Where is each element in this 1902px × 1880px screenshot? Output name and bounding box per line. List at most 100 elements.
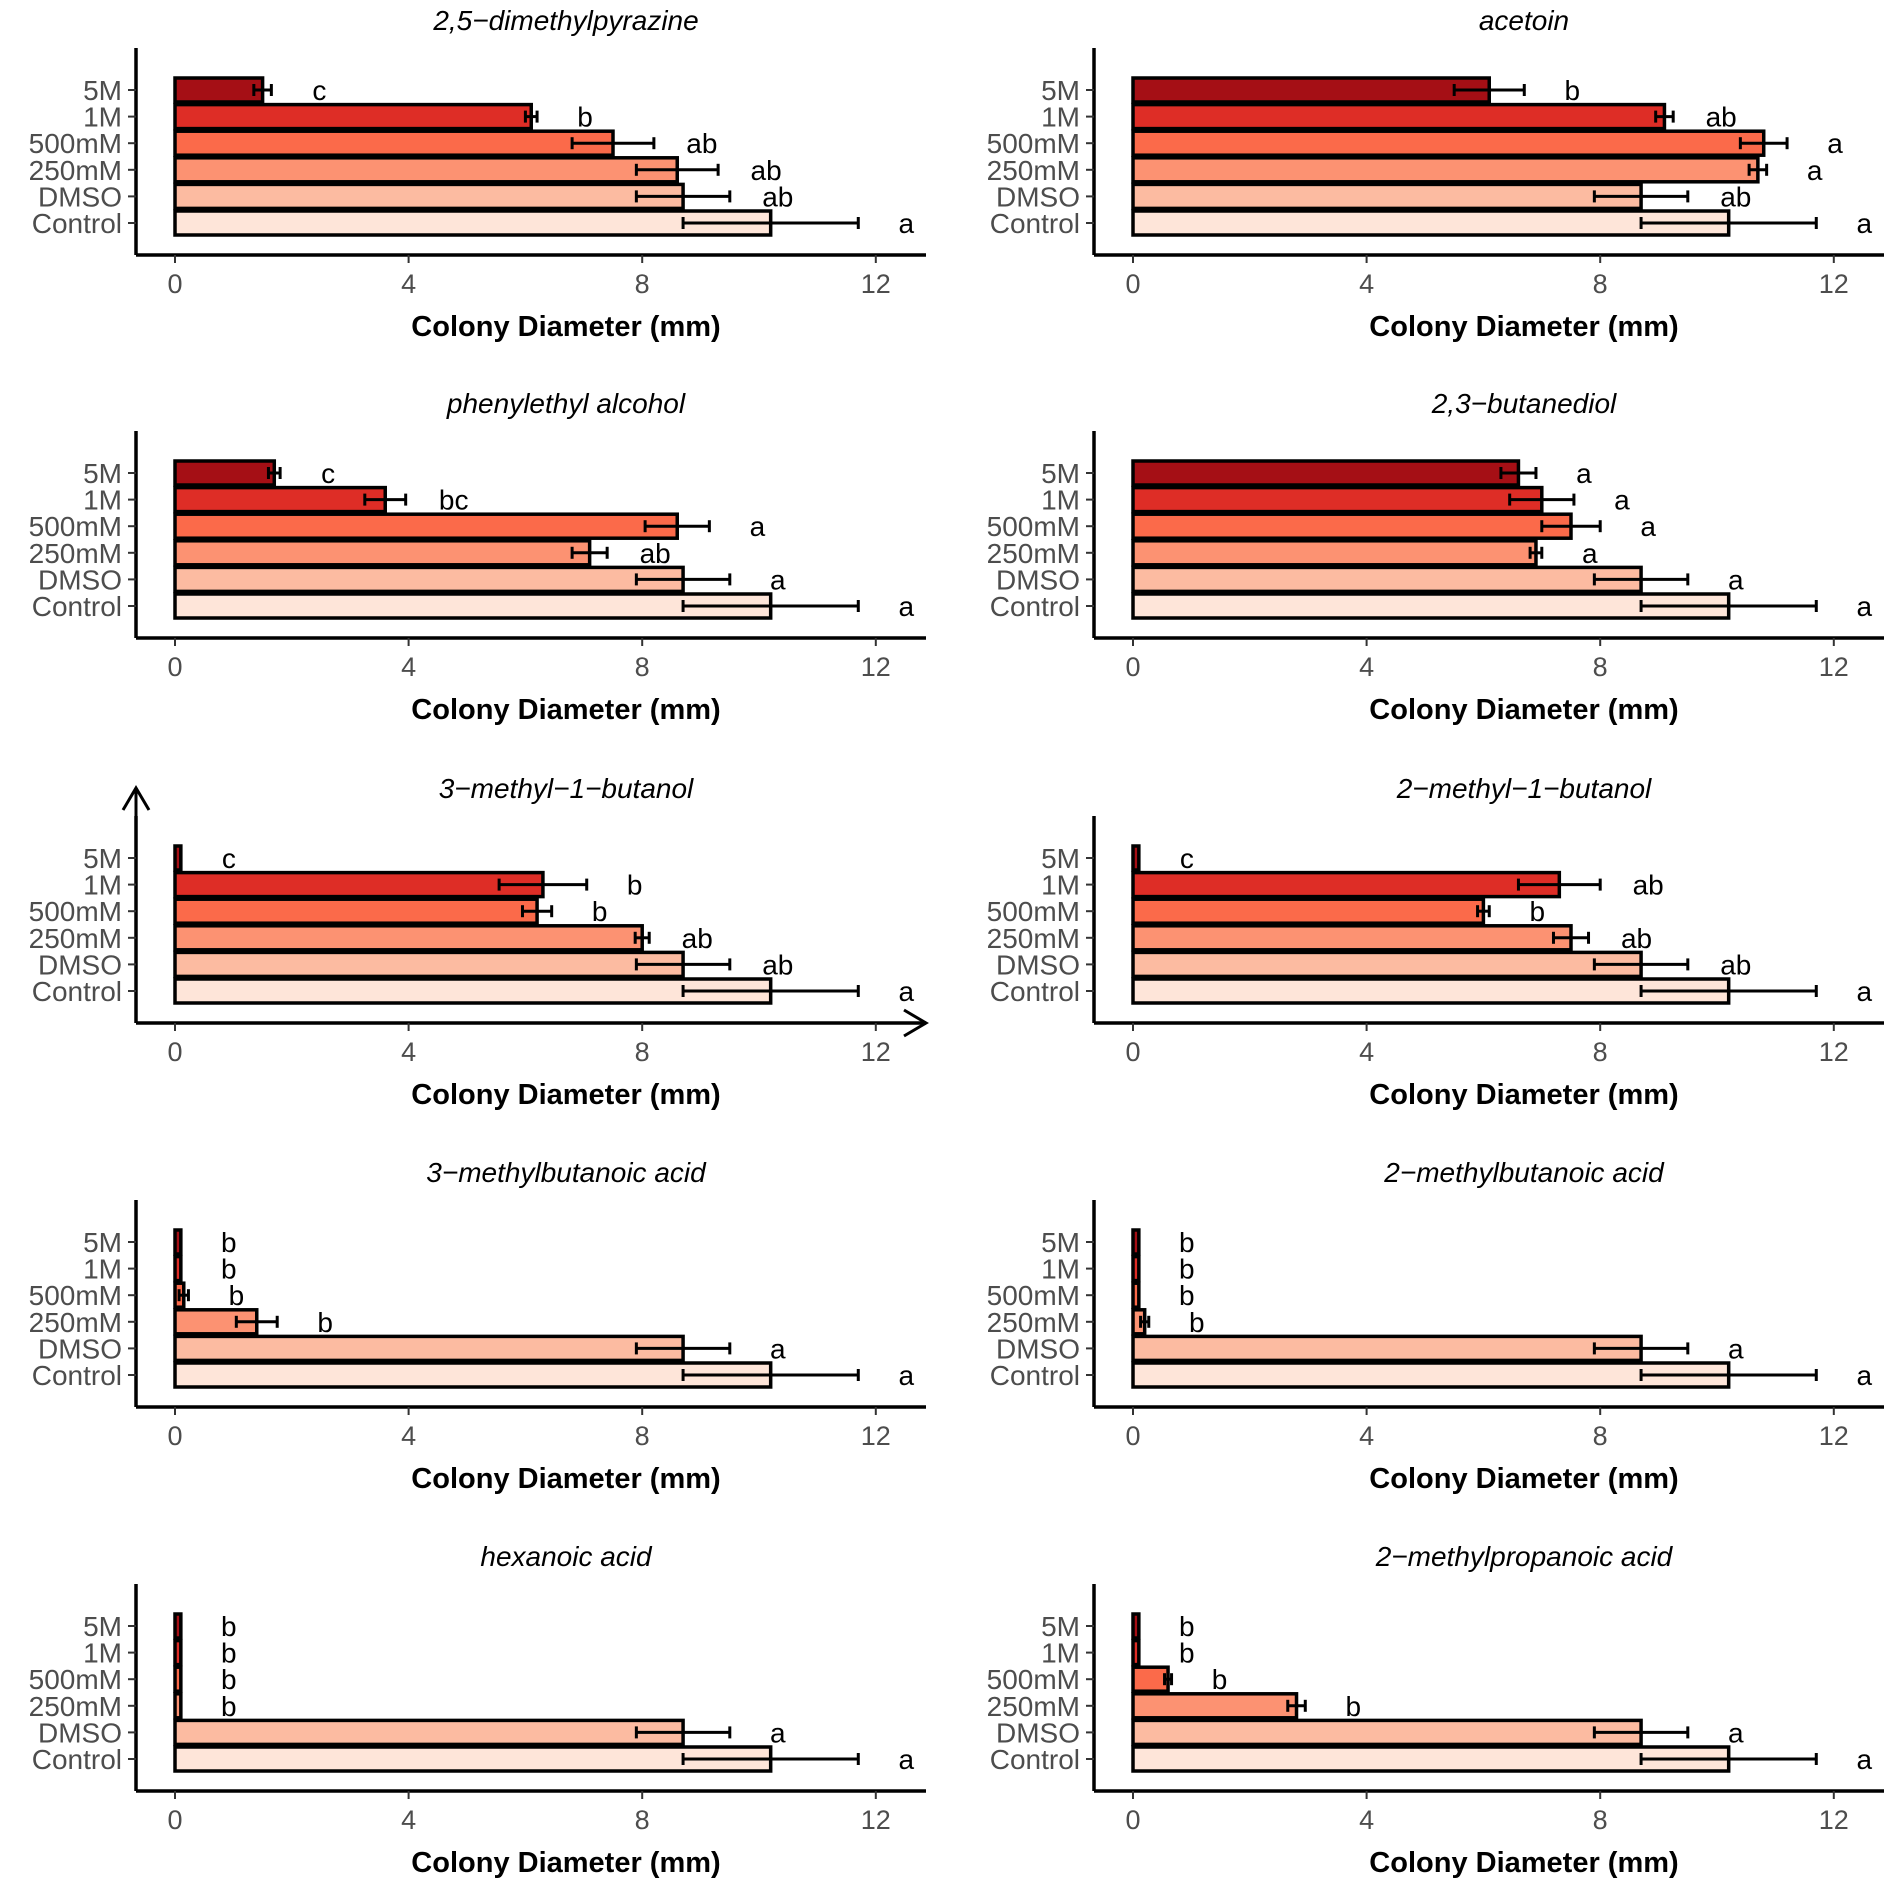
category-label: Control [990,1744,1080,1775]
category-label: 1M [1041,870,1080,901]
bar [1131,1718,1643,1747]
bar [1131,76,1491,104]
chart-title: 2−methyl−1−butanol [1396,773,1652,804]
significance-letter: a [898,976,914,1007]
significance-letter: a [750,511,766,542]
bar [1131,156,1760,184]
x-tick-label: 8 [1593,652,1608,682]
x-tick-label: 0 [167,1805,182,1835]
x-tick-label: 4 [1359,1805,1374,1835]
x-tick-label: 12 [861,1805,891,1835]
bar [173,209,773,237]
bar [173,565,685,594]
bar [173,485,387,514]
bar [173,1718,685,1747]
bar [1131,1692,1299,1720]
category-label: 1M [83,102,122,133]
category-label: 1M [1041,102,1080,133]
x-tick-label: 8 [1593,1421,1608,1451]
bar [1131,1745,1731,1773]
chart-panel: 3−methyl−1−butanol 0 4 8 12 Colony Diameter (… [29,773,929,1111]
significance-letter: bc [439,485,469,516]
x-axis-label: Colony Diameter (mm) [1369,1463,1678,1495]
significance-letter: b [221,1254,237,1285]
category-label: 1M [83,485,122,516]
bar [1131,950,1643,979]
category-label: 5M [1041,458,1080,489]
category-label: 5M [83,458,122,489]
significance-letter: b [1564,75,1580,106]
category-label: Control [990,1360,1080,1391]
chart-panel: 2−methyl−1−butanol 0 4 8 12 Colony Diameter (… [987,773,1884,1111]
bar [173,924,644,952]
category-label: 250mM [987,1691,1080,1722]
bar [173,977,773,1005]
bar [1131,1612,1141,1640]
category-label: 5M [83,75,122,106]
significance-letter: b [1345,1691,1361,1722]
bar [1131,897,1486,925]
significance-letter: b [1179,1280,1195,1311]
category-label: 500mM [29,1664,122,1695]
x-tick-label: 12 [1819,1421,1849,1451]
significance-letter: b [317,1307,333,1338]
significance-letter: ab [640,538,671,569]
chart-panel: acetoin 0 4 8 12 Colony Diameter (mm) 5M b 1M ab 5… [987,5,1884,343]
significance-letter: b [221,1691,237,1722]
x-tick-label: 8 [1593,1805,1608,1835]
bar [1131,182,1643,211]
chart-title: phenylethyl alcohol [446,388,686,419]
bar [173,1334,685,1363]
bar [1131,1638,1141,1667]
significance-letter: a [898,208,914,239]
bar [173,870,545,899]
category-label: 5M [1041,1227,1080,1258]
category-label: Control [32,208,122,239]
significance-letter: a [898,1744,914,1775]
x-tick-label: 4 [401,1037,416,1067]
significance-letter: b [1189,1307,1205,1338]
bar [1131,924,1573,952]
category-label: 500mM [987,511,1080,542]
significance-letter: ab [1706,102,1737,133]
significance-letter: a [1856,208,1872,239]
category-label: 250mM [29,923,122,954]
category-label: 250mM [987,538,1080,569]
significance-letter: a [770,1717,786,1748]
category-label: 250mM [987,923,1080,954]
chart-panel: 2,3−butanediol 0 4 8 12 Colony Diameter (mm) 5… [987,388,1884,726]
category-label: DMSO [996,1717,1080,1748]
x-axis-arrow [903,1008,929,1038]
x-tick-label: 0 [167,1037,182,1067]
category-label: 250mM [987,1307,1080,1338]
bar [1131,844,1141,872]
category-label: 1M [83,870,122,901]
category-label: 1M [1041,1638,1080,1669]
chart-panel: 2,5−dimethylpyrazine 0 4 8 12 Colony Diameter… [29,5,926,343]
chart-title: acetoin [1479,5,1569,36]
x-axis-label: Colony Diameter (mm) [411,1079,720,1111]
significance-letter: ab [682,923,713,954]
bar [1131,1665,1170,1693]
bar [173,512,679,540]
category-label: 1M [1041,485,1080,516]
x-tick-label: 12 [861,652,891,682]
significance-letter: c [1180,843,1194,874]
x-axis-label: Colony Diameter (mm) [411,1463,720,1495]
x-tick-label: 0 [1125,1805,1140,1835]
x-tick-label: 8 [635,1805,650,1835]
significance-letter: b [577,102,593,133]
x-tick-label: 4 [401,1805,416,1835]
significance-letter: ab [686,128,717,159]
bar [173,1612,183,1640]
category-label: 250mM [987,155,1080,186]
chart-panel: 2−methylbutanoic acid 0 4 8 12 Colony Diamete… [987,1157,1884,1495]
chart-panel: phenylethyl alcohol 0 4 8 12 Colony Diameter … [29,388,926,726]
x-tick-label: 8 [635,1421,650,1451]
bar [1131,1334,1643,1363]
category-label: Control [32,1744,122,1775]
bar [173,844,183,872]
bar [173,1665,183,1693]
significance-letter: a [770,564,786,595]
category-label: DMSO [38,181,122,212]
